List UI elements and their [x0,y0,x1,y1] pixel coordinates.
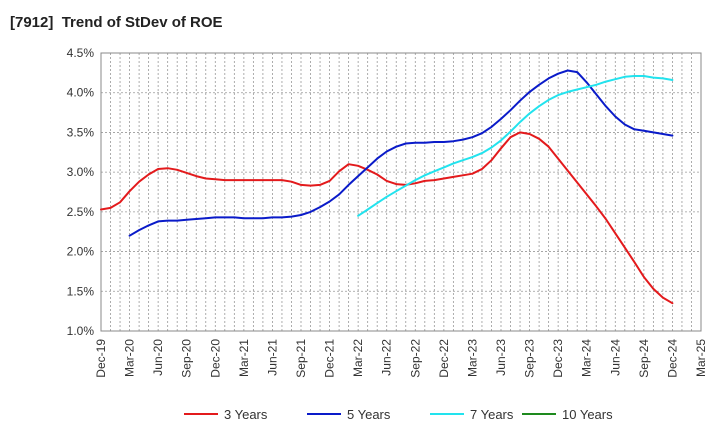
y-tick-label: 3.0% [67,165,95,179]
x-tick-label: Jun-24 [608,339,622,376]
grid-lines [100,52,702,332]
x-tick-label: Sep-23 [523,339,537,378]
x-tick-label: Jun-22 [380,339,394,376]
x-axis-ticks: Dec-19 Mar-20 Jun-20 Sep-20 Dec-20 Mar-21 Jun-… [94,339,708,378]
x-tick-label: Mar-20 [123,339,137,377]
x-tick-label: Mar-25 [694,339,708,377]
x-tick-label: Mar-22 [351,339,365,377]
y-tick-label: 2.5% [67,205,95,219]
x-tick-label: Dec-20 [208,339,222,378]
legend-label: 10 Years [562,407,613,422]
x-tick-label: Dec-23 [551,339,565,378]
y-tick-label: 4.5% [67,46,95,60]
y-axis-ticks: 1.0% 1.5% 2.0% 2.5% 3.0% 3.5% 4.0% 4.5% [67,46,95,338]
x-tick-label: Mar-24 [580,339,594,377]
x-tick-label: Sep-21 [294,339,308,378]
x-tick-label: Sep-22 [408,339,422,378]
y-tick-label: 4.0% [67,86,95,100]
plot-frame [100,52,702,332]
x-tick-label: Mar-23 [465,339,479,377]
x-tick-label: Jun-20 [151,339,165,376]
x-tick-label: Dec-24 [665,339,679,378]
x-tick-label: Dec-21 [323,339,337,378]
x-tick-label: Dec-22 [437,339,451,378]
x-tick-label: Dec-19 [94,339,108,378]
y-tick-label: 1.0% [67,324,95,338]
x-tick-label: Jun-23 [494,339,508,376]
y-tick-label: 2.0% [67,245,95,259]
chart-title: [7912] Trend of StDev of ROE [10,14,223,31]
legend-label: 3 Years [224,407,268,422]
x-tick-label: Jun-21 [265,339,279,376]
y-tick-label: 1.5% [67,284,95,298]
x-tick-label: Sep-20 [180,339,194,378]
legend: 3 Years 5 Years 7 Years 10 Years [184,407,613,422]
x-tick-label: Sep-24 [637,339,651,378]
series-line [357,75,674,217]
series-lines [100,69,674,305]
y-tick-label: 3.5% [67,125,95,139]
series-line [100,131,674,305]
legend-label: 7 Years [470,407,514,422]
series-line [128,69,674,237]
legend-label: 5 Years [347,407,391,422]
x-tick-label: Mar-21 [237,339,251,377]
